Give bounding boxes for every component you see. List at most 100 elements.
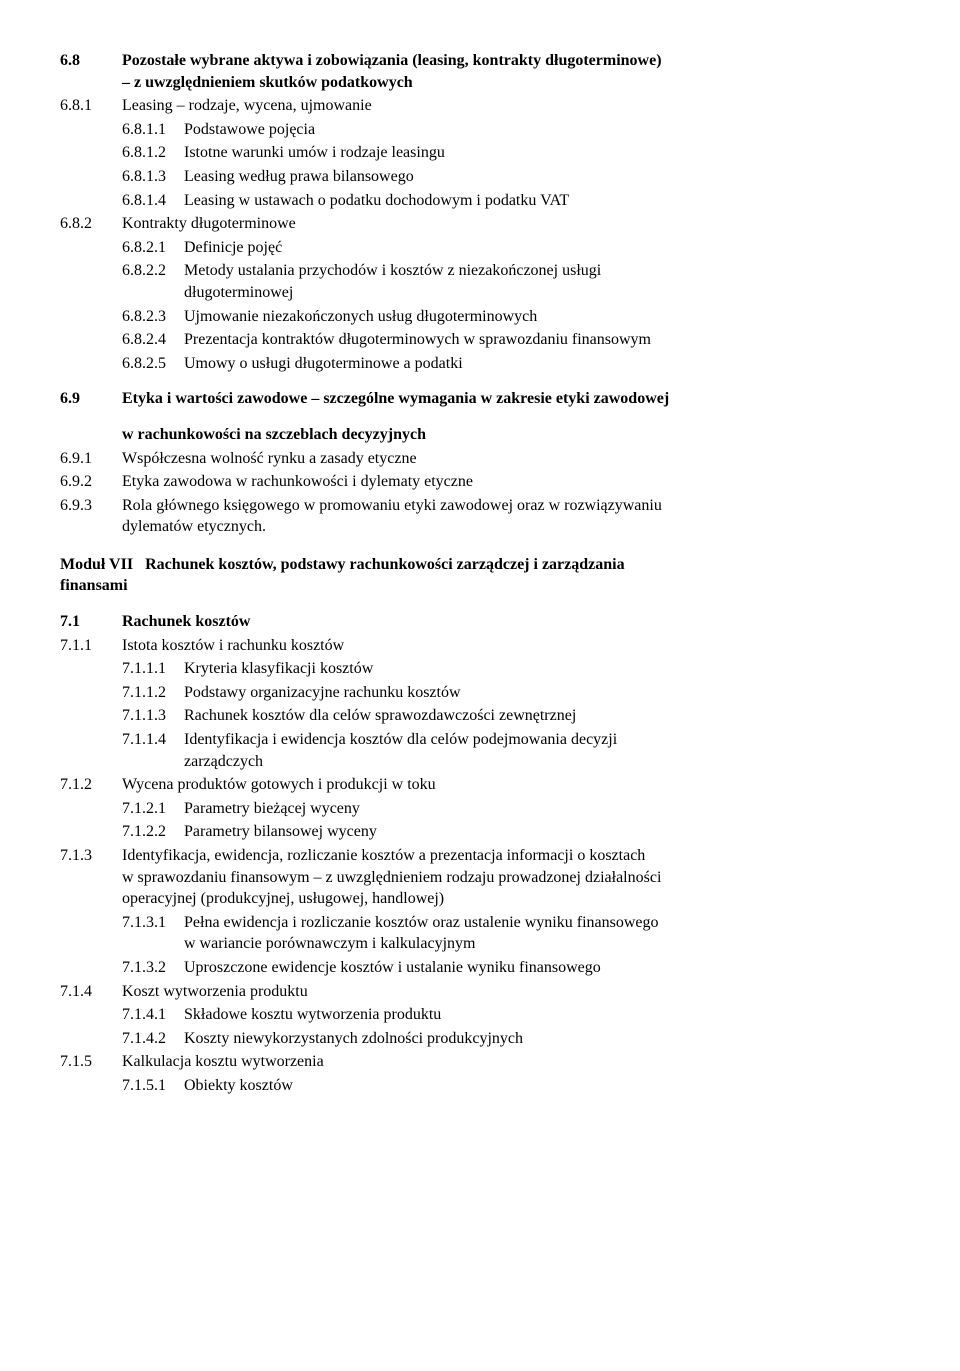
item-text: Składowe kosztu wytworzenia produktu xyxy=(184,1004,900,1026)
item-6-8-1-4: 6.8.1.4 Leasing w ustawach o podatku doc… xyxy=(122,190,900,212)
item-6-9-1: 6.9.1 Współczesna wolność rynku a zasady… xyxy=(60,448,900,470)
item-text: Podstawy organizacyjne rachunku kosztów xyxy=(184,682,900,704)
item-number: 7.1.5.1 xyxy=(122,1075,184,1097)
item-text: Umowy o usługi długoterminowe a podatki xyxy=(184,353,900,375)
item-text: Leasing według prawa bilansowego xyxy=(184,166,900,188)
item-text: Pełna ewidencja i rozliczanie kosztów or… xyxy=(184,912,900,955)
item-7-1-3: 7.1.3 Identyfikacja, ewidencja, rozlicza… xyxy=(60,845,900,910)
section-subtitle: w rachunkowości na szczeblach decyzyjnyc… xyxy=(122,424,900,446)
item-7-1-2: 7.1.2 Wycena produktów gotowych i produk… xyxy=(60,774,900,796)
section-number: 7.1 xyxy=(60,611,122,633)
item-number: 7.1.1.3 xyxy=(122,705,184,727)
text-line: zarządczych xyxy=(184,753,263,770)
text-line: Identyfikacja i ewidencja kosztów dla ce… xyxy=(184,731,617,748)
item-text: Identyfikacja i ewidencja kosztów dla ce… xyxy=(184,729,900,772)
item-number: 6.8.1.3 xyxy=(122,166,184,188)
item-text: Kontrakty długoterminowe xyxy=(122,213,900,235)
item-6-8-1-3: 6.8.1.3 Leasing według prawa bilansowego xyxy=(122,166,900,188)
item-6-8-2-2: 6.8.2.2 Metody ustalania przychodów i ko… xyxy=(122,260,900,303)
item-7-1-4: 7.1.4 Koszt wytworzenia produktu xyxy=(60,981,900,1003)
item-number: 7.1.3 xyxy=(60,845,122,910)
section-title: Etyka i wartości zawodowe – szczególne w… xyxy=(122,388,900,410)
text-line: dylematów etycznych. xyxy=(122,518,266,535)
item-number: 6.8.1.2 xyxy=(122,142,184,164)
module-title-line1: Rachunek kosztów, podstawy rachunkowości… xyxy=(145,556,625,573)
item-text: Ujmowanie niezakończonych usług długoter… xyxy=(184,306,900,328)
item-6-8-1-2: 6.8.1.2 Istotne warunki umów i rodzaje l… xyxy=(122,142,900,164)
section-6-8: 6.8 Pozostałe wybrane aktywa i zobowiąza… xyxy=(60,50,900,93)
item-text: Wycena produktów gotowych i produkcji w … xyxy=(122,774,900,796)
module-7-heading: Moduł VII Rachunek kosztów, podstawy rac… xyxy=(60,554,900,597)
text-line: długoterminowej xyxy=(184,284,293,301)
item-number: 6.8.2.2 xyxy=(122,260,184,303)
item-number: 6.9.3 xyxy=(60,495,122,538)
item-7-1-3-1: 7.1.3.1 Pełna ewidencja i rozliczanie ko… xyxy=(122,912,900,955)
item-number: 7.1.4.1 xyxy=(122,1004,184,1026)
item-number: 7.1.1.1 xyxy=(122,658,184,680)
item-text: Definicje pojęć xyxy=(184,237,900,259)
item-6-8-2-5: 6.8.2.5 Umowy o usługi długoterminowe a … xyxy=(122,353,900,375)
item-6-9-2: 6.9.2 Etyka zawodowa w rachunkowości i d… xyxy=(60,471,900,493)
item-text: Współczesna wolność rynku a zasady etycz… xyxy=(122,448,900,470)
item-text: Metody ustalania przychodów i kosztów z … xyxy=(184,260,900,303)
text-line: Metody ustalania przychodów i kosztów z … xyxy=(184,262,601,279)
text-line: – z uwzględnieniem skutków podatkowych xyxy=(122,74,413,91)
item-7-1-5: 7.1.5 Kalkulacja kosztu wytworzenia xyxy=(60,1051,900,1073)
item-text: Rola głównego księgowego w promowaniu et… xyxy=(122,495,900,538)
section-6-9: 6.9 Etyka i wartości zawodowe – szczegól… xyxy=(60,388,900,410)
item-6-9-3: 6.9.3 Rola głównego księgowego w promowa… xyxy=(60,495,900,538)
item-7-1-3-2: 7.1.3.2 Uproszczone ewidencje kosztów i … xyxy=(122,957,900,979)
item-7-1-2-1: 7.1.2.1 Parametry bieżącej wyceny xyxy=(122,798,900,820)
item-number: 7.1.1 xyxy=(60,635,122,657)
item-6-8-2-4: 6.8.2.4 Prezentacja kontraktów długoterm… xyxy=(122,329,900,351)
item-number: 7.1.3.2 xyxy=(122,957,184,979)
item-number: 6.8.2.3 xyxy=(122,306,184,328)
item-number: 7.1.1.2 xyxy=(122,682,184,704)
item-text: Istota kosztów i rachunku kosztów xyxy=(122,635,900,657)
text-line: operacyjnej (produkcyjnej, usługowej, ha… xyxy=(122,890,444,907)
item-text: Identyfikacja, ewidencja, rozliczanie ko… xyxy=(122,845,900,910)
section-title: Rachunek kosztów xyxy=(122,611,900,633)
item-text: Etyka zawodowa w rachunkowości i dylemat… xyxy=(122,471,900,493)
item-number: 6.9.2 xyxy=(60,471,122,493)
item-text: Prezentacja kontraktów długoterminowych … xyxy=(184,329,900,351)
text-line: Pozostałe wybrane aktywa i zobowiązania … xyxy=(122,52,662,69)
item-text: Kalkulacja kosztu wytworzenia xyxy=(122,1051,900,1073)
section-number: 6.9 xyxy=(60,388,122,410)
item-number: 7.1.2 xyxy=(60,774,122,796)
item-6-8-2: 6.8.2 Kontrakty długoterminowe xyxy=(60,213,900,235)
section-7-1: 7.1 Rachunek kosztów xyxy=(60,611,900,633)
item-7-1-2-2: 7.1.2.2 Parametry bilansowej wyceny xyxy=(122,821,900,843)
item-text: Parametry bieżącej wyceny xyxy=(184,798,900,820)
item-number: 6.8.2.4 xyxy=(122,329,184,351)
item-6-8-2-1: 6.8.2.1 Definicje pojęć xyxy=(122,237,900,259)
text-line: Pełna ewidencja i rozliczanie kosztów or… xyxy=(184,914,659,931)
item-7-1-4-2: 7.1.4.2 Koszty niewykorzystanych zdolnoś… xyxy=(122,1028,900,1050)
text-line: Identyfikacja, ewidencja, rozliczanie ko… xyxy=(122,847,645,864)
item-7-1-1: 7.1.1 Istota kosztów i rachunku kosztów xyxy=(60,635,900,657)
text-line: w sprawozdaniu finansowym – z uwzględnie… xyxy=(122,869,661,886)
spacer xyxy=(60,424,122,446)
item-number: 7.1.5 xyxy=(60,1051,122,1073)
section-6-9-subtitle: w rachunkowości na szczeblach decyzyjnyc… xyxy=(60,424,900,446)
item-text: Koszt wytworzenia produktu xyxy=(122,981,900,1003)
item-7-1-4-1: 7.1.4.1 Składowe kosztu wytworzenia prod… xyxy=(122,1004,900,1026)
item-text: Leasing – rodzaje, wycena, ujmowanie xyxy=(122,95,900,117)
item-number: 7.1.4 xyxy=(60,981,122,1003)
item-7-1-1-4: 7.1.1.4 Identyfikacja i ewidencja kosztó… xyxy=(122,729,900,772)
text-line: w wariancie porównawczym i kalkulacyjnym xyxy=(184,935,475,952)
item-number: 7.1.2.2 xyxy=(122,821,184,843)
section-title: Pozostałe wybrane aktywa i zobowiązania … xyxy=(122,50,900,93)
item-6-8-1-1: 6.8.1.1 Podstawowe pojęcia xyxy=(122,119,900,141)
item-7-1-1-3: 7.1.1.3 Rachunek kosztów dla celów spraw… xyxy=(122,705,900,727)
module-title-line2: finansami xyxy=(60,577,128,594)
item-6-8-1: 6.8.1 Leasing – rodzaje, wycena, ujmowan… xyxy=(60,95,900,117)
item-number: 6.8.2.1 xyxy=(122,237,184,259)
item-number: 6.8.1.4 xyxy=(122,190,184,212)
section-number: 6.8 xyxy=(60,50,122,93)
item-number: 6.8.2.5 xyxy=(122,353,184,375)
item-text: Obiekty kosztów xyxy=(184,1075,900,1097)
item-text: Kryteria klasyfikacji kosztów xyxy=(184,658,900,680)
item-number: 6.8.2 xyxy=(60,213,122,235)
item-text: Uproszczone ewidencje kosztów i ustalani… xyxy=(184,957,900,979)
